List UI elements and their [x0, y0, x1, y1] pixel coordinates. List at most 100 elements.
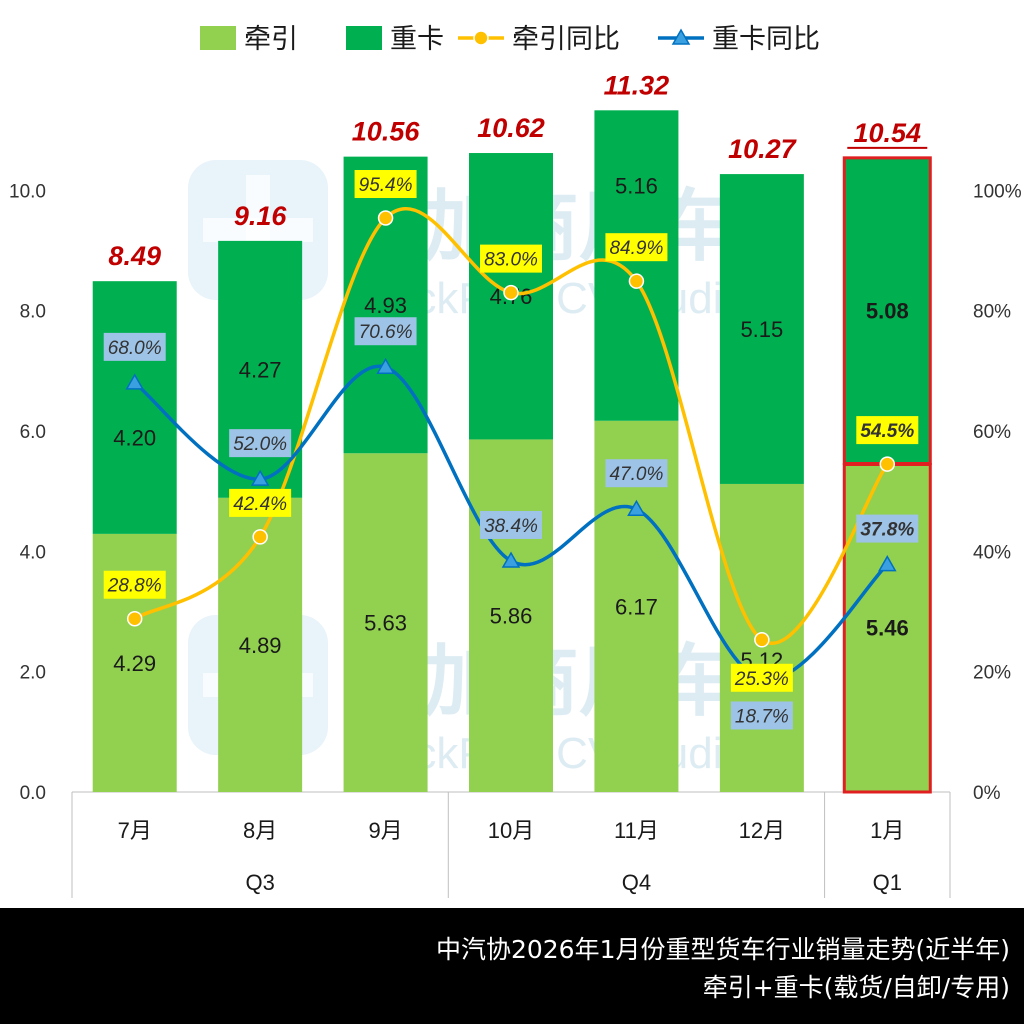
x-tick-label: 1月 — [870, 818, 904, 843]
yoy-label-heavy-truck: 38.4% — [484, 516, 538, 537]
yoy-label-heavy-truck: 18.7% — [735, 706, 789, 727]
yoy-label-traction-box — [856, 416, 919, 445]
yoy-label-heavy-truck: 37.8% — [860, 520, 914, 541]
quarter-label: Q4 — [622, 870, 651, 895]
bar-label-heavy-truck: 5.15 — [740, 317, 783, 342]
y-left-tick-label: 10.0 — [9, 181, 46, 202]
bar-label-traction: 6.17 — [615, 594, 658, 619]
bar-heavy-truck — [594, 110, 679, 421]
bar-label-traction: 5.63 — [364, 611, 407, 636]
yoy-label-heavy-truck-box — [103, 332, 166, 361]
yoy-label-heavy-truck: 52.0% — [233, 434, 287, 455]
x-tick-label: 8月 — [243, 818, 277, 843]
yoy-label-traction-box — [103, 570, 166, 599]
marker-traction-yoy — [377, 210, 394, 226]
yoy-label-traction-box — [730, 663, 793, 692]
yoy-label-heavy-truck-box — [229, 429, 292, 458]
bar-traction — [469, 439, 553, 792]
marker-traction-yoy — [252, 529, 268, 545]
y-right-tick-label: 20% — [973, 663, 1011, 684]
marker-traction-yoy — [126, 610, 143, 627]
total-label: 10.27 — [728, 134, 798, 164]
watermark-logo-bar — [203, 218, 313, 242]
x-tick-label: 11月 — [614, 818, 659, 843]
y-right-tick-label: 80% — [973, 302, 1011, 323]
marker-heavy-truck-yoy — [501, 551, 521, 568]
bar-label-traction: 5.46 — [866, 616, 909, 641]
y-left-tick-label: 8.0 — [20, 302, 46, 323]
bar-traction — [218, 497, 303, 792]
total-label: 10.56 — [352, 117, 421, 147]
legend-label: 重卡同比 — [712, 24, 820, 54]
bar-label-heavy-truck: 4.20 — [113, 426, 156, 451]
x-tick-label: 10月 — [488, 818, 534, 843]
y-left-tick-label: 4.0 — [20, 542, 46, 563]
footer-title: 中汽协2026年1月份重型货车行业销量走势(近半年) — [435, 935, 1010, 964]
legend-swatch — [200, 26, 236, 50]
marker-heavy-truck-yoy — [125, 373, 145, 390]
y-right-tick-label: 40% — [973, 542, 1011, 563]
yoy-label-heavy-truck: 68.0% — [108, 338, 162, 359]
bar-heavy-truck — [92, 281, 177, 534]
legend-label: 牵引同比 — [512, 24, 620, 54]
yoy-label-traction-box — [229, 488, 292, 517]
bar-traction — [343, 453, 428, 792]
footer-caption: 中汽协2026年1月份重型货车行业销量走势(近半年) 牵引+重卡(载货/自卸/专… — [0, 908, 1024, 1024]
x-tick-label: 12月 — [739, 818, 785, 843]
marker-heavy-truck-yoy — [877, 555, 897, 572]
quarter-label: Q3 — [245, 870, 274, 895]
yoy-label-traction-box — [605, 233, 668, 262]
yoy-label-traction: 54.5% — [860, 421, 914, 442]
yoy-label-traction: 42.4% — [233, 494, 287, 515]
y-left-tick-label: 0.0 — [20, 783, 46, 804]
yoy-label-heavy-truck-box — [480, 510, 542, 539]
total-label: 11.32 — [604, 70, 670, 100]
legend-label: 重卡 — [390, 24, 444, 54]
bar-label-traction: 4.29 — [113, 651, 156, 676]
bar-label-heavy-truck: 4.27 — [239, 357, 282, 382]
y-right-tick-label: 100% — [973, 181, 1022, 202]
marker-traction-yoy — [628, 273, 645, 289]
bar-label-heavy-truck: 4.93 — [364, 293, 407, 318]
bar-label-traction: 4.89 — [239, 633, 282, 658]
yoy-label-traction: 95.4% — [359, 175, 413, 196]
bar-heavy-truck — [719, 174, 804, 484]
bar-label-heavy-truck: 5.16 — [615, 174, 658, 199]
x-tick-label: 9月 — [368, 818, 402, 843]
yoy-label-heavy-truck-box — [605, 459, 668, 488]
marker-heavy-truck-yoy — [376, 357, 395, 374]
yoy-label-heavy-truck-box — [856, 514, 919, 543]
marker-heavy-truck-yoy — [250, 469, 270, 486]
bar-heavy-truck — [343, 156, 428, 454]
total-label: 10.54 — [853, 118, 921, 148]
y-right-tick-label: 0% — [973, 783, 1001, 804]
marker-traction-yoy — [879, 456, 896, 472]
yoy-label-heavy-truck: 47.0% — [609, 464, 663, 485]
yoy-label-traction: 25.3% — [734, 669, 789, 690]
legend-marker-circle-icon — [473, 30, 489, 46]
total-label: 10.62 — [477, 113, 545, 143]
y-left-tick-label: 6.0 — [20, 422, 46, 443]
total-label: 9.16 — [234, 201, 288, 231]
quarter-label: Q1 — [873, 870, 902, 895]
bar-label-traction: 5.86 — [490, 604, 533, 629]
x-tick-label: 7月 — [118, 818, 152, 843]
footer-subtitle: 牵引+重卡(载货/自卸/专用) — [702, 973, 1010, 1002]
yoy-label-heavy-truck-box — [354, 317, 417, 346]
y-left-tick-label: 2.0 — [20, 663, 46, 684]
marker-heavy-truck-yoy — [627, 499, 646, 516]
sales-chart: 提加商用车TruckPlus CV studio提加商用车TruckPlus C… — [9, 24, 1022, 898]
total-label: 8.49 — [108, 241, 161, 271]
bar-heavy-truck — [845, 157, 930, 464]
y-right-tick-label: 60% — [973, 422, 1011, 443]
yoy-label-traction-box — [354, 170, 417, 199]
marker-traction-yoy — [754, 632, 770, 648]
yoy-label-traction: 84.9% — [609, 238, 663, 259]
legend-swatch — [346, 26, 382, 50]
bar-label-heavy-truck: 5.08 — [866, 299, 909, 324]
yoy-label-traction: 83.0% — [484, 250, 538, 271]
yoy-label-traction-box — [480, 244, 542, 273]
legend-label: 牵引 — [244, 24, 298, 54]
legend-marker-triangle-icon — [671, 28, 691, 45]
